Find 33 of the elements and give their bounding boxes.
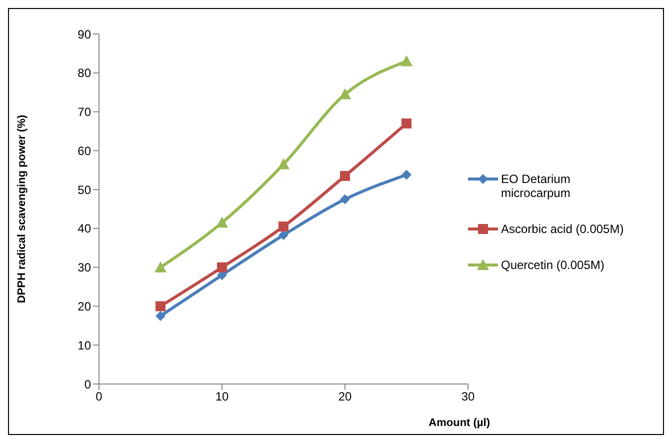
point — [156, 310, 166, 321]
point — [217, 262, 227, 272]
point — [278, 230, 288, 240]
y-tick-label: 30 — [78, 260, 92, 275]
y-tick-label: 80 — [78, 66, 92, 80]
point — [402, 170, 412, 180]
point — [339, 88, 351, 100]
point — [340, 194, 350, 204]
point — [154, 261, 166, 272]
y-tick-label: 0 — [84, 377, 92, 392]
y-tick-label: 40 — [78, 222, 92, 236]
y-tick-label: 70 — [78, 105, 92, 120]
y-tick-label: 10 — [78, 338, 92, 352]
legend-label: EO Detarium microcarpum — [501, 172, 572, 200]
y-tick-label: 50 — [78, 182, 92, 197]
x-tick-label: 0 — [96, 390, 103, 404]
x-tick-label: 20 — [338, 390, 352, 404]
point — [278, 222, 288, 232]
y-tick-label: 20 — [78, 299, 92, 314]
point — [340, 170, 350, 181]
legend-label: Quercetin (0.005M) — [501, 258, 606, 272]
y-tick-label: 90 — [78, 27, 92, 42]
point — [216, 216, 228, 228]
x-axis-title: Amount (µl) — [428, 417, 490, 429]
point — [156, 301, 166, 312]
x-tick-label: 10 — [215, 390, 229, 404]
y-axis-title: DPPH radical scavenging power (%) — [16, 114, 28, 304]
point — [402, 118, 412, 128]
point — [400, 55, 412, 66]
x-tick-label: 30 — [461, 390, 475, 404]
legend-label: Ascorbic acid (0.005M) — [501, 222, 625, 236]
y-tick-label: 60 — [78, 144, 92, 158]
point — [278, 158, 290, 170]
